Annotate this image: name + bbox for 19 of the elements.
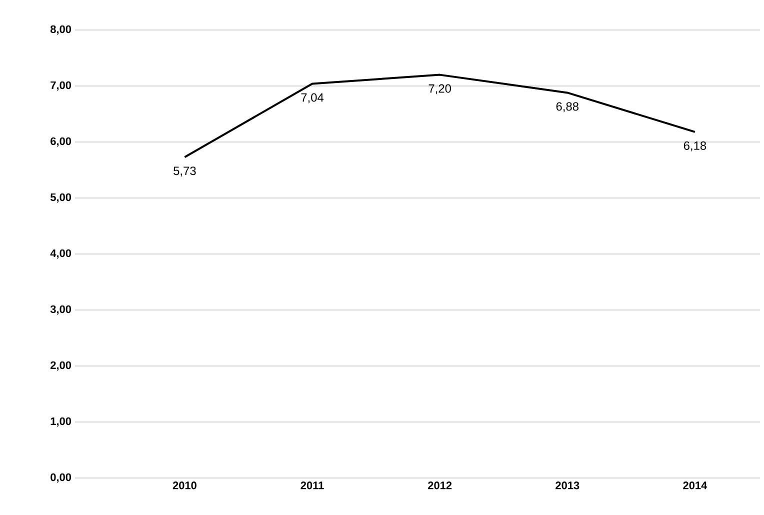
data-label: 7,04 [301, 93, 324, 104]
data-label: 7,20 [428, 84, 451, 94]
x-tick-label: 2010 [172, 482, 196, 490]
x-tick-label: 2014 [683, 482, 708, 490]
y-tick-label: 0,00 [50, 473, 72, 483]
data-label: 6,18 [684, 141, 706, 152]
y-tick-label: 7,00 [50, 81, 72, 91]
y-tick-label: 6,00 [50, 137, 72, 147]
data-label: 6,88 [556, 102, 578, 112]
x-tick-label: 2012 [428, 482, 452, 490]
x-tick-label: 2013 [556, 482, 580, 490]
x-tick-label: 2011 [300, 482, 324, 490]
data-label: 5,73 [174, 166, 196, 176]
y-tick-label: 5,00 [50, 193, 72, 203]
y-tick-label: 8,00 [50, 25, 72, 35]
y-tick-label: 2,00 [50, 361, 72, 371]
y-tick-label: 3,00 [50, 305, 72, 315]
y-tick-label: 1,00 [50, 417, 72, 427]
y-tick-label: 4,00 [50, 249, 72, 259]
